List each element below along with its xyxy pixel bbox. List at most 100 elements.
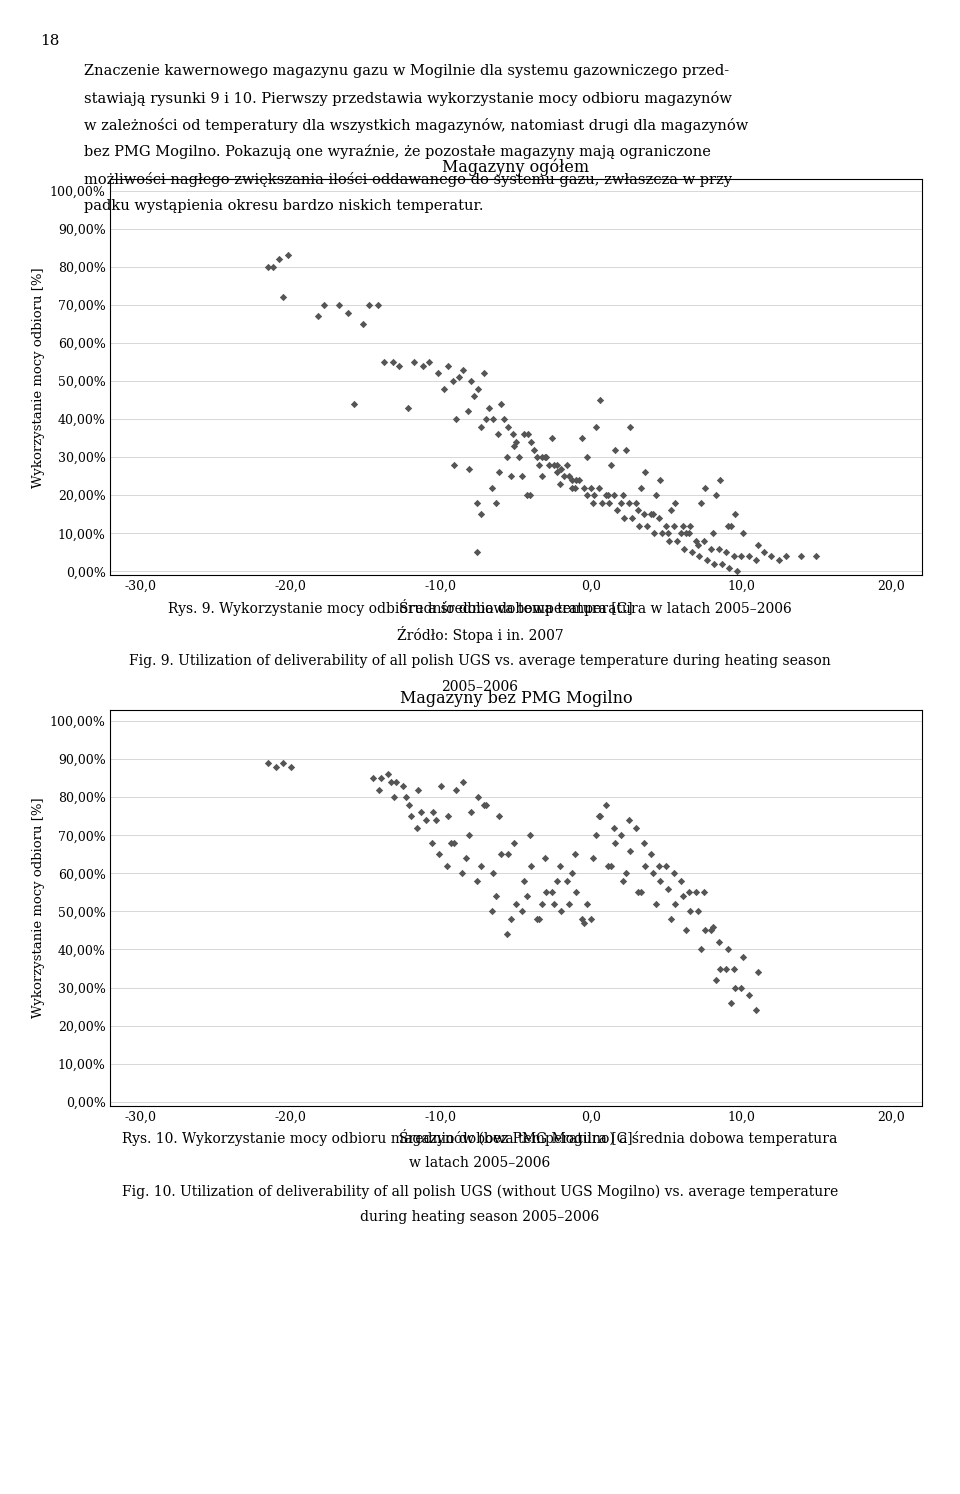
Point xyxy=(705,521,720,545)
Point xyxy=(726,544,741,568)
Point xyxy=(603,453,618,477)
Title: Magazyny bez PMG Mogilno: Magazyny bez PMG Mogilno xyxy=(399,690,633,707)
Point xyxy=(430,362,445,385)
Point xyxy=(414,801,429,825)
Point xyxy=(477,362,492,385)
Point xyxy=(637,853,653,877)
Point xyxy=(571,468,587,492)
Point xyxy=(591,804,607,828)
Point xyxy=(609,499,624,523)
Point xyxy=(733,976,749,999)
Point xyxy=(730,559,745,583)
Point xyxy=(584,475,599,499)
Point xyxy=(741,983,756,1007)
Point xyxy=(648,892,663,916)
Point xyxy=(592,388,608,412)
Point xyxy=(621,492,636,515)
Point xyxy=(723,514,738,538)
Text: możliwości nagłego zwiększania ilości oddawanego do systemu gazu, zwłaszcza w pr: możliwości nagłego zwiększania ilości od… xyxy=(84,172,737,187)
Point xyxy=(534,445,549,469)
Point xyxy=(522,823,538,847)
Point xyxy=(584,907,599,931)
Point xyxy=(509,430,524,454)
Text: w zależności od temperatury dla wszystkich magazynów, natomiast drugi dla magazy: w zależności od temperatury dla wszystki… xyxy=(84,118,749,133)
Text: Rys. 10. Wykorzystanie mocy odbioru magazynów (bez PMG Mogilno) a średnia dobowa: Rys. 10. Wykorzystanie mocy odbioru maga… xyxy=(122,1131,838,1146)
Point xyxy=(771,548,786,572)
Text: Rys. 9. Wykorzystanie mocy odbioru a średnia dobowa temperatura w latach 2005–20: Rys. 9. Wykorzystanie mocy odbioru a śre… xyxy=(168,601,792,616)
Point xyxy=(681,880,696,904)
Point xyxy=(693,938,708,962)
Point xyxy=(564,862,579,886)
Point xyxy=(549,460,564,484)
Point xyxy=(446,453,462,477)
Point xyxy=(400,396,416,420)
Point xyxy=(366,766,381,790)
Point xyxy=(714,551,730,575)
Text: Znaczenie kawernowego magazynu gazu w Mogilnie dla systemu gazowniczego przed-: Znaczenie kawernowego magazynu gazu w Mo… xyxy=(84,64,730,78)
Point xyxy=(546,892,562,916)
Point xyxy=(462,457,477,481)
Point xyxy=(574,907,589,931)
Point xyxy=(756,541,772,565)
Point xyxy=(481,396,496,420)
Text: Fig. 10. Utilization of deliverability of all polish UGS (without UGS Mogilno) v: Fig. 10. Utilization of deliverability o… xyxy=(122,1185,838,1200)
Point xyxy=(385,350,400,374)
Point xyxy=(387,786,402,810)
Point xyxy=(606,816,621,840)
Text: 18: 18 xyxy=(40,34,60,48)
Point xyxy=(719,541,734,565)
Point xyxy=(537,846,552,870)
Point xyxy=(406,350,421,374)
Point xyxy=(493,391,509,415)
Point xyxy=(579,892,594,916)
Point xyxy=(750,961,765,985)
Point xyxy=(618,862,634,886)
Point xyxy=(474,853,490,877)
Point xyxy=(613,492,629,515)
Point xyxy=(728,976,743,999)
Point xyxy=(630,499,645,523)
Point xyxy=(501,843,516,867)
Point xyxy=(667,892,683,916)
Point xyxy=(444,831,459,855)
Point xyxy=(585,846,600,870)
Point xyxy=(616,506,632,530)
Point xyxy=(735,521,751,545)
Point xyxy=(723,991,738,1014)
Point xyxy=(448,408,464,432)
Point xyxy=(587,483,602,506)
Point xyxy=(661,529,677,553)
Point xyxy=(515,899,530,923)
Point xyxy=(516,870,531,893)
Point xyxy=(591,475,607,499)
Point xyxy=(602,492,617,515)
Point xyxy=(436,376,451,400)
Point xyxy=(646,521,661,545)
Point xyxy=(764,544,780,568)
Point xyxy=(470,376,486,400)
Point xyxy=(794,544,809,568)
Point xyxy=(643,843,659,867)
Point xyxy=(529,445,544,469)
Point xyxy=(552,853,567,877)
Point xyxy=(560,870,575,893)
Point xyxy=(534,465,549,489)
Text: 2005–2006: 2005–2006 xyxy=(442,680,518,693)
Point xyxy=(469,492,485,515)
Point xyxy=(659,514,674,538)
Point xyxy=(557,465,572,489)
Point xyxy=(663,499,679,523)
Point xyxy=(669,529,684,553)
Point xyxy=(666,862,682,886)
Point xyxy=(456,769,471,793)
Point xyxy=(705,914,720,938)
Point xyxy=(451,366,467,390)
Point xyxy=(316,293,331,317)
Point xyxy=(433,774,448,798)
Point xyxy=(588,415,603,439)
Point xyxy=(683,514,698,538)
Point xyxy=(531,453,546,477)
Point xyxy=(474,502,490,526)
Text: stawiają rysunki 9 i 10. Pierwszy przedstawia wykorzystanie mocy odbioru magazyn: stawiają rysunki 9 i 10. Pierwszy przeds… xyxy=(84,91,732,106)
Point xyxy=(708,483,724,506)
